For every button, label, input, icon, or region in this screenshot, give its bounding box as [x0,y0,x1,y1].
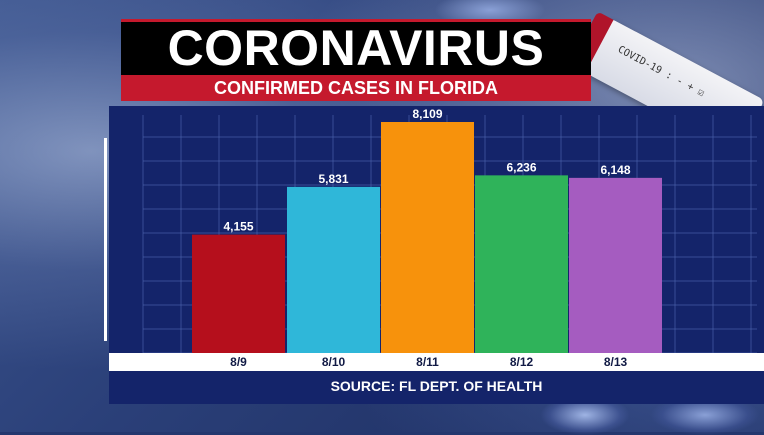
x-tick-label: 8/12 [510,355,534,369]
subtitle-banner: CONFIRMED CASES IN FLORIDA [121,75,591,101]
x-tick-label: 8/13 [604,355,628,369]
title-banner: CORONAVIRUS [121,19,591,75]
bar-value-label: 5,831 [318,172,348,186]
bar-value-label: 8,109 [412,107,442,121]
x-tick-label: 8/10 [322,355,346,369]
x-tick-label: 8/11 [416,355,439,369]
bar-8-11 [381,122,474,353]
page-title: CORONAVIRUS [167,20,545,76]
bar-8-13 [569,177,662,353]
panel-accent-line [104,138,107,341]
bar-8-12 [475,175,568,353]
bar-8-9 [192,234,285,353]
bar-8-10 [287,186,380,353]
page-subtitle: CONFIRMED CASES IN FLORIDA [213,78,498,98]
x-tick-label: 8/9 [230,355,247,369]
bar-value-label: 4,155 [223,220,253,234]
bar-value-label: 6,148 [600,163,630,177]
x-axis-strip [109,353,764,371]
bar-value-label: 6,236 [506,160,536,174]
source-banner: SOURCE: FL DEPT. OF HEALTH [109,371,764,401]
source-caption: SOURCE: FL DEPT. OF HEALTH [330,378,543,394]
